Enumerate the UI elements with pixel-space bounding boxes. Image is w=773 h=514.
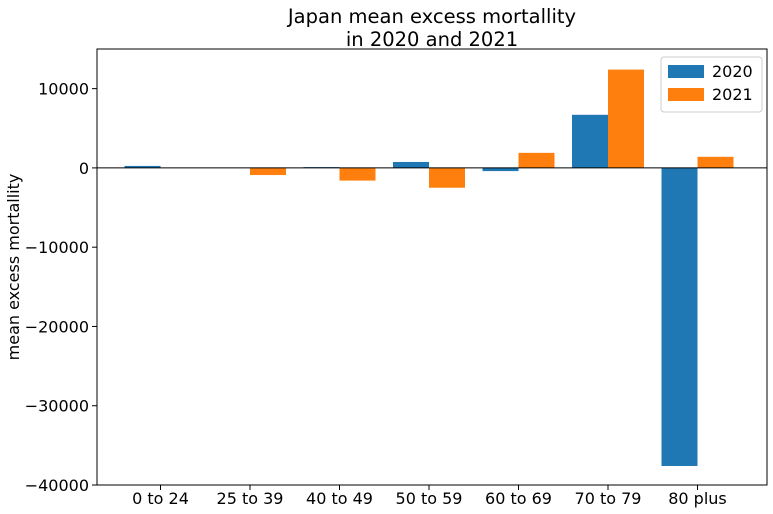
y-tick-label: 10000: [38, 80, 89, 99]
bar-2021-2: [339, 167, 376, 181]
x-tick-label: 40 to 49: [306, 489, 373, 508]
legend-swatch-2020: [668, 65, 704, 78]
bar-2020-3: [393, 161, 429, 168]
plot-frame: [96, 48, 768, 486]
bar-2020-5: [572, 114, 608, 168]
bar-2021-6: [697, 156, 734, 168]
y-tick-label: −10000: [25, 238, 89, 257]
x-tick-label: 80 plus: [668, 489, 727, 508]
legend-swatch-2021: [668, 88, 704, 101]
x-tick-label: 50 to 59: [396, 489, 463, 508]
x-tick-label: 60 to 69: [485, 489, 552, 508]
legend: 2020 2021: [660, 56, 763, 113]
y-axis-label: mean excess mortallity: [4, 174, 23, 361]
y-tick-label: −40000: [25, 476, 89, 495]
y-axis-ticks: 10000 0 −10000 −20000 −30000 −40000: [25, 80, 97, 495]
x-axis-ticks: 0 to 24 25 to 39 40 to 49 50 to 59 60 to 69 7…: [132, 485, 727, 508]
legend-label-2020: 2020: [712, 62, 753, 81]
bar-2021-5: [608, 69, 644, 168]
chart-title-line1: Japan mean excess mortallity: [286, 5, 576, 28]
x-tick-label: 25 to 39: [217, 489, 284, 508]
x-tick-label: 0 to 24: [132, 489, 189, 508]
bar-2021-1: [250, 167, 286, 176]
bar-2020-6: [661, 167, 698, 466]
bars-group: [124, 69, 734, 466]
x-tick-label: 70 to 79: [575, 489, 642, 508]
y-tick-label: −30000: [25, 397, 89, 416]
legend-label-2021: 2021: [712, 85, 753, 104]
bar-2021-4: [518, 152, 555, 168]
bar-2020-0: [124, 165, 161, 168]
bar-2020-4: [482, 167, 519, 172]
chart-title-line2: in 2020 and 2021: [346, 28, 518, 51]
bar-2021-3: [429, 167, 465, 188]
y-tick-label: −20000: [25, 317, 89, 336]
y-tick-label: 0: [79, 159, 89, 178]
